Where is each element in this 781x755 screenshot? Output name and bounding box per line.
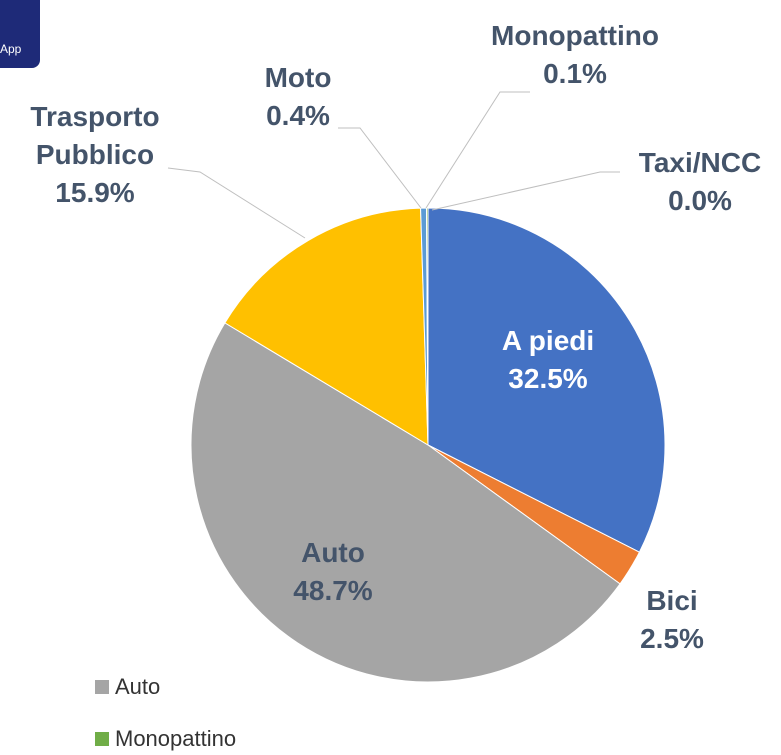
- pie-slice: [190, 322, 621, 683]
- data-label: Moto 0.4%: [265, 59, 332, 135]
- label-value: 48.7%: [293, 575, 373, 606]
- data-label: A piedi 32.5%: [502, 322, 594, 398]
- leader-line: [431, 171, 620, 211]
- legend-entry: Monopattino: [95, 726, 236, 752]
- corner-badge: App: [0, 0, 40, 68]
- legend-text: Auto: [115, 674, 161, 699]
- data-label: Monopattino 0.1%: [491, 17, 659, 93]
- leader-lines: [167, 91, 620, 239]
- leader-line: [167, 167, 306, 239]
- leader-line: [338, 127, 422, 209]
- legend-swatch: [95, 680, 109, 694]
- pie-slice: [427, 207, 666, 553]
- label-value: 0.0%: [668, 185, 732, 216]
- label-value: 32.5%: [508, 363, 588, 394]
- label-value: 0.4%: [266, 100, 330, 131]
- data-label: Bici 2.5%: [640, 582, 704, 658]
- label-name: Auto: [301, 537, 365, 568]
- data-label: Trasporto Pubblico 15.9%: [5, 98, 185, 212]
- legend-entry: Auto: [95, 674, 160, 700]
- label-name: Moto: [264, 62, 332, 93]
- data-label: Auto 48.7%: [293, 534, 372, 610]
- label-value: 0.1%: [543, 58, 607, 89]
- data-label: Taxi/NCC 0.0%: [639, 144, 761, 220]
- label-name: A piedi: [501, 325, 595, 356]
- label-name: Bici: [646, 585, 698, 616]
- label-name: Monopattino: [491, 20, 659, 51]
- pie-slice: [224, 207, 429, 446]
- label-name: Trasporto Pubblico: [30, 101, 160, 170]
- badge-text: App: [0, 42, 22, 56]
- label-value: 15.9%: [55, 177, 135, 208]
- label-name: Taxi/NCC: [638, 147, 762, 178]
- legend-swatch: [95, 732, 109, 746]
- leader-line: [425, 91, 530, 209]
- legend-text: Monopattino: [115, 726, 237, 751]
- label-value: 2.5%: [640, 623, 704, 654]
